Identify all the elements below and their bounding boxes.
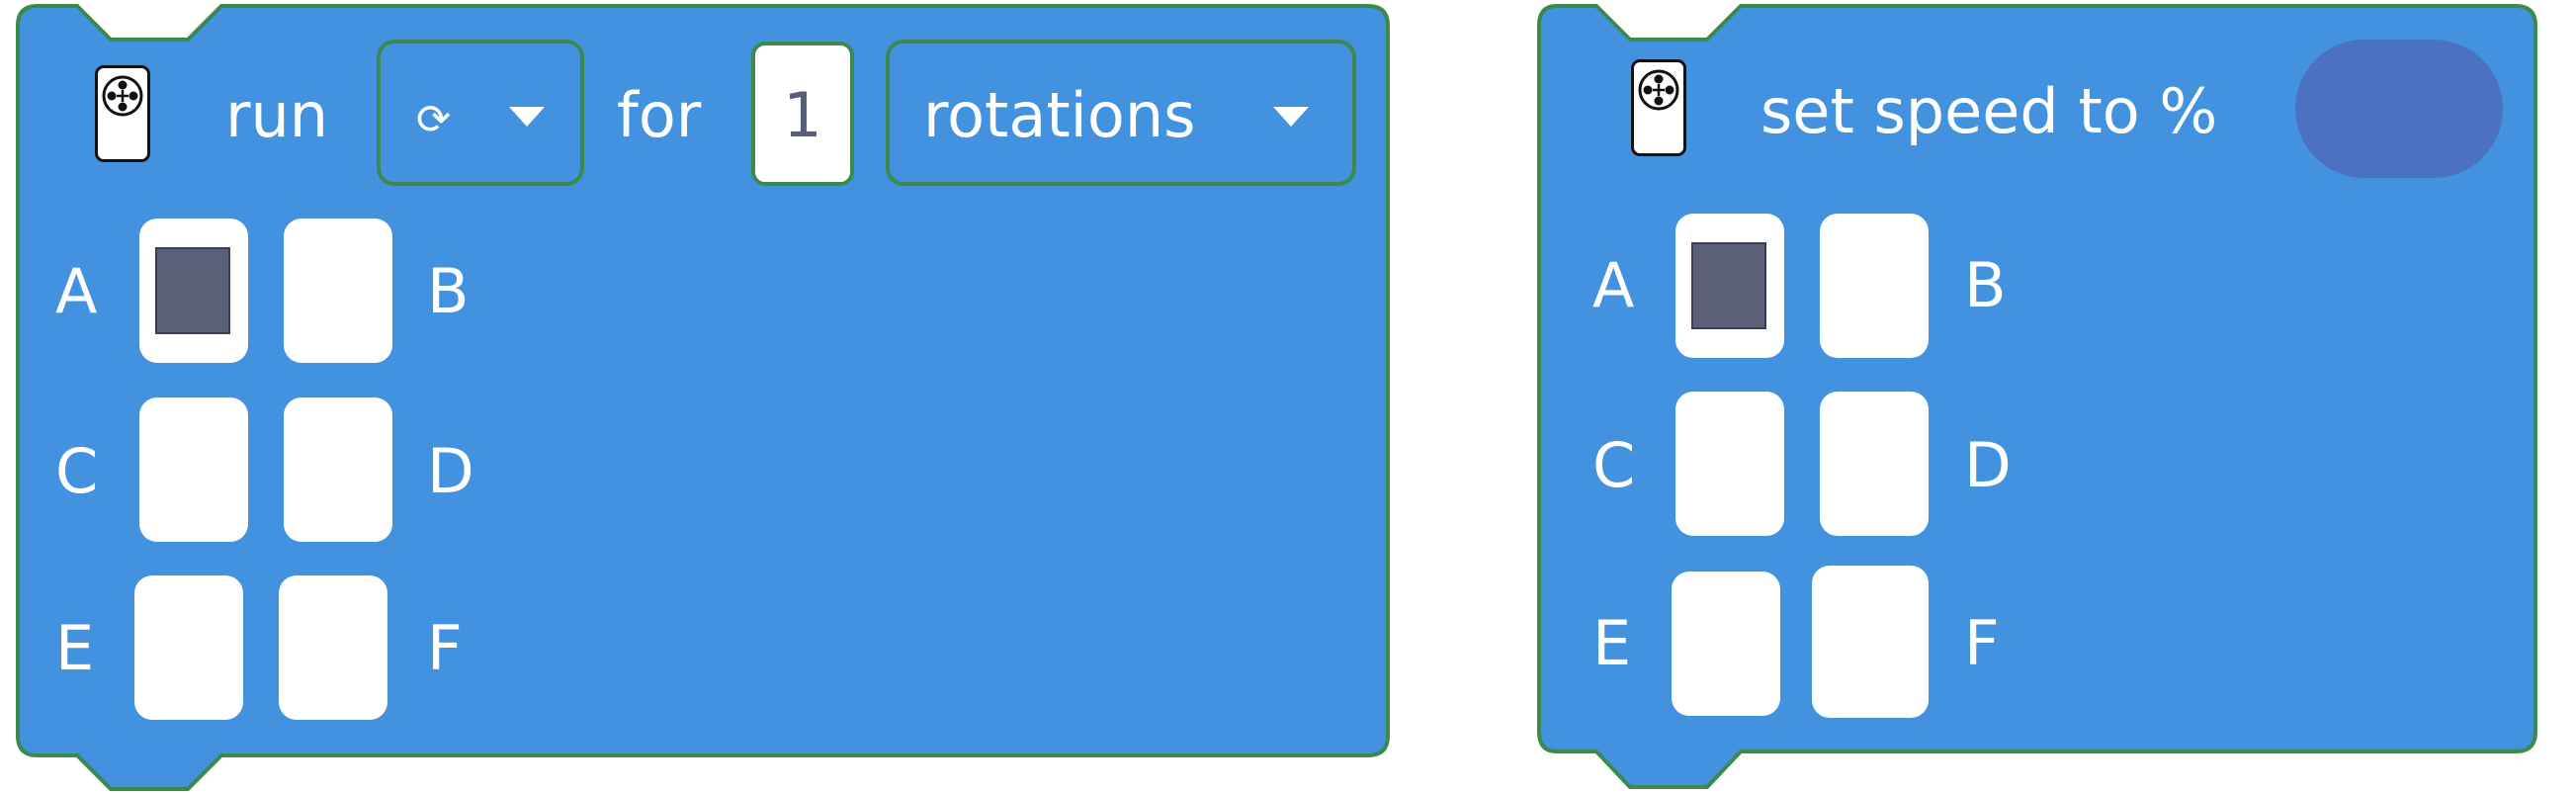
run-label: run [225, 79, 329, 151]
speed-value-input[interactable] [2295, 40, 2503, 178]
port-label-a: A [55, 255, 98, 327]
set-speed-label: set speed to % [1760, 75, 2218, 147]
set-speed-block[interactable]: set speed to % A B C D E F [1537, 0, 2545, 793]
port-label-e: E [1592, 607, 1632, 679]
port-label-c: C [55, 435, 99, 507]
direction-dropdown[interactable]: ⟳ [377, 40, 584, 186]
port-label-a: A [1592, 249, 1635, 321]
port-label-e: E [55, 612, 95, 684]
port-a-button[interactable] [1675, 214, 1784, 358]
port-e-button[interactable] [1672, 572, 1780, 716]
port-label-d: D [1964, 429, 2012, 501]
clockwise-arrow-icon: ⟳ [416, 95, 452, 143]
port-selected-indicator [1691, 242, 1766, 329]
motor-icon [95, 65, 150, 162]
port-d-button[interactable] [1820, 392, 1929, 536]
caret-down-icon [509, 107, 545, 127]
run-motor-block[interactable]: run ⟳ for 1 rotations A B C D E F [0, 0, 1404, 793]
port-b-button[interactable] [284, 219, 392, 363]
port-label-b: B [1964, 249, 2007, 321]
port-d-button[interactable] [284, 397, 392, 542]
port-f-button[interactable] [279, 575, 387, 720]
amount-input[interactable]: 1 [751, 42, 854, 186]
for-label: for [617, 79, 702, 151]
amount-value: 1 [783, 79, 822, 151]
caret-down-icon [1273, 107, 1309, 127]
port-c-button[interactable] [139, 397, 248, 542]
port-label-b: B [427, 255, 470, 327]
port-label-c: C [1592, 429, 1636, 501]
port-label-f: F [427, 612, 463, 684]
unit-dropdown-label: rotations [923, 79, 1196, 151]
port-b-button[interactable] [1820, 214, 1929, 358]
speed-block-shape [1537, 4, 2537, 789]
port-e-button[interactable] [134, 575, 243, 720]
port-f-button[interactable] [1812, 566, 1929, 718]
port-label-d: D [427, 435, 474, 507]
motor-icon [1631, 59, 1686, 156]
port-selected-indicator [155, 247, 230, 334]
port-a-button[interactable] [139, 219, 248, 363]
unit-dropdown[interactable]: rotations [886, 40, 1356, 186]
port-label-f: F [1964, 607, 2000, 679]
port-c-button[interactable] [1675, 392, 1784, 536]
